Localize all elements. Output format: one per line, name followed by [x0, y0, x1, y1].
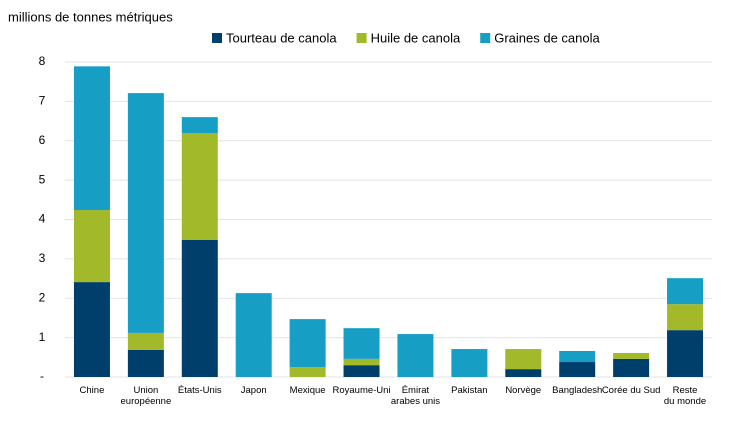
bar-segment	[505, 369, 542, 377]
x-tick-label: Norvège	[505, 385, 542, 396]
bar-segment	[343, 358, 380, 366]
x-tick-label: Reste du monde	[663, 385, 707, 407]
bar-segment	[127, 332, 164, 350]
bar-segment	[289, 367, 326, 377]
legend-label: Huile de canola	[371, 30, 461, 45]
bar-segment	[559, 362, 596, 377]
x-tick-label: Pakistan	[451, 385, 488, 396]
bar-segment	[667, 304, 704, 331]
bar-segment	[343, 365, 380, 377]
legend-swatch	[212, 33, 222, 43]
bar-segment	[613, 352, 650, 359]
bar-segment	[181, 239, 218, 377]
y-tick-label: 5	[39, 172, 46, 186]
bar-segment	[667, 330, 704, 377]
bar-segment	[181, 133, 218, 240]
x-tick-label: États-Unis	[177, 385, 222, 396]
y-tick-label: 3	[39, 251, 46, 265]
x-tick-label: Corée du Sud	[601, 385, 661, 396]
bar-segment	[73, 282, 110, 377]
bar-segment	[559, 351, 596, 363]
y-tick-label: 6	[39, 133, 46, 147]
y-tick-label: 1	[39, 330, 46, 344]
bar-segment	[235, 293, 272, 377]
bar-segment	[451, 349, 488, 377]
x-tick-label: Bangladesh	[552, 385, 603, 396]
y-tick-label: 2	[39, 290, 46, 304]
x-tick-label: Émirat arabes unis	[390, 385, 441, 407]
legend-label: Graines de canola	[494, 30, 600, 45]
bar-segment	[343, 328, 380, 359]
legend-swatch	[356, 33, 367, 43]
bar-segment	[73, 66, 110, 211]
x-tick-label: Union européenne	[120, 385, 172, 407]
x-tick-label: Chine	[79, 385, 105, 396]
bar-segment	[505, 349, 542, 370]
x-tick-label: Royaume-Uni	[332, 385, 391, 396]
y-tick-label: 7	[39, 94, 46, 108]
bar-segment	[397, 334, 434, 377]
y-tick-label: 4	[39, 212, 46, 226]
bar-segment	[127, 93, 164, 333]
legend-label: Tourteau de canola	[226, 30, 337, 45]
x-tick-label: Japon	[240, 385, 267, 396]
bar-segment	[667, 278, 704, 305]
bar-segment	[289, 319, 326, 368]
y-axis-label: millions de tonnes métriques	[8, 9, 173, 24]
bar-segment	[73, 210, 110, 283]
x-tick-label: Mexique	[289, 385, 326, 396]
bar-segment	[127, 349, 164, 377]
y-tick-label: -	[40, 369, 44, 383]
legend-swatch	[480, 33, 491, 43]
y-tick-label: 8	[39, 54, 46, 68]
bar-segment	[613, 358, 650, 377]
bar-segment	[181, 117, 218, 134]
